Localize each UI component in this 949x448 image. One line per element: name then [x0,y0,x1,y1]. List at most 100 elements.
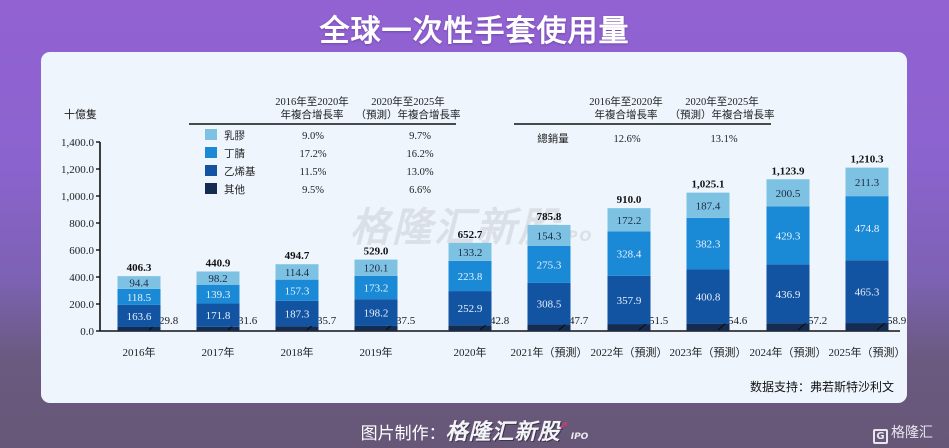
legend-rows: 乳膠 9.0% 9.7% 丁腈 17.2% 16.2% 乙烯基 11.5% 13.0% 其他 9.5… [205,129,434,196]
bar-group: 31.6 171.8 139.3 98.2 440.9 2017年 [196,257,258,359]
bar-segment-latex [354,259,398,276]
bar-value-label-vinyl: 187.3 [285,309,310,321]
bar-segment-vinyl [527,282,571,325]
legend-swatch-vinyl [205,165,217,176]
bar-segment-nitrile [845,196,889,261]
bar-value-label-vinyl: 171.8 [206,310,231,322]
bar-total-label: 652.7 [458,229,483,241]
footer-brand-suffix: IPO [570,432,589,442]
bar-segment-other [448,325,492,331]
footer-brand: 格隆汇新股 [445,420,561,445]
bar-segment-vinyl [275,300,319,327]
x-category-label: 2024年（預測） [750,345,827,359]
bar-value-label-vinyl: 357.9 [617,295,642,307]
legend-label: 乙烯基 [224,165,256,178]
bar-value-label-latex: 200.5 [776,188,801,200]
bar-value-label-latex: 114.4 [285,267,310,279]
bar-segment-latex [686,192,730,218]
bar-value-label-other: 51.5 [649,315,669,327]
legend-row: 乙烯基 11.5% 13.0% [205,165,434,178]
bar-segment-other [275,326,319,331]
total-row-cagr-2020-2025: 13.1% [710,134,737,145]
bar-total-label: 1,025.1 [692,179,725,191]
legend-cagr-2016-2020: 9.0% [302,131,324,142]
x-category-label: 2018年 [281,345,314,359]
bar-segment-vinyl [766,264,810,324]
bar-group: 42.8 252.9 223.8 133.2 652.7 2020年 [448,229,510,359]
legend-row: 其他 9.5% 6.6% [205,183,431,196]
y-tick-label: 400.0 [69,272,94,284]
bar-value-label-vinyl: 198.2 [364,308,389,320]
legend-row: 乳膠 9.0% 9.7% [205,129,431,142]
bar-segment-latex [196,271,240,285]
bar-value-label-nitrile: 157.3 [285,285,310,297]
bar-segment-nitrile [275,279,319,301]
legend-table: 2016年至2020年 年複合增長率 2020年至2025年 （預測）年複合增長… [189,95,461,196]
bar-value-label-nitrile: 474.8 [855,223,880,235]
bar-segment-vinyl [354,299,398,326]
legend-header-col2-line2: （預測）年複合增長率 [356,108,461,121]
legend-cagr-2020-2025: 13.0% [406,167,433,178]
legend-header-col1-line1: 2016年至2020年 [275,95,349,108]
legend-label: 乳膠 [224,129,245,142]
y-tick-label: 800.0 [69,218,94,230]
x-category-label: 2025年（預測） [829,345,906,359]
bar-segment-nitrile [527,245,571,283]
bar-segment-vinyl [117,304,161,327]
bar-value-label-vinyl: 436.9 [776,289,801,301]
bar-segment-nitrile [117,288,161,305]
total-header-col1-line2: 年複合增長率 [595,108,658,121]
bar-value-label-latex: 154.3 [537,230,562,242]
y-axis-unit-label: 十億隻 [64,107,97,121]
total-row-label: 總銷量 [537,132,569,145]
bar-group: 29.8 163.6 118.5 94.4 406.3 2016年 [117,262,179,359]
y-tick-label: 1,200.0 [61,164,95,176]
bar-value-label-nitrile: 382.3 [696,239,721,251]
bar-segment-nitrile [607,231,651,276]
x-category-label: 2016年 [123,345,156,359]
bar-total-label: 494.7 [285,250,310,262]
bar-segment-latex [117,276,161,289]
total-header-col2-line2: （預測）年複合增長率 [670,108,775,121]
bar-segment-other [607,324,651,331]
x-category-label: 2022年（預測） [591,345,668,359]
bar-value-label-vinyl: 400.8 [696,292,721,304]
bar-segment-latex [275,264,319,280]
y-tick-label: 1,000.0 [61,191,95,203]
bar-segment-other [766,323,810,331]
legend-cagr-2016-2020: 11.5% [300,167,327,178]
bar-segment-nitrile [354,275,398,300]
bar-value-label-vinyl: 308.5 [537,299,562,311]
x-category-label: 2021年（預測） [511,345,588,359]
bar-value-label-other: 47.7 [569,315,589,327]
total-row-cagr-2016-2020: 12.6% [613,134,640,145]
bar-value-label-vinyl: 465.3 [855,287,880,299]
bar-segment-latex [845,167,889,197]
bar-value-label-nitrile: 223.8 [458,271,483,283]
bar-total-label: 1,210.3 [851,154,885,166]
bar-total-label: 406.3 [127,262,152,274]
bar-segment-other [196,326,240,331]
bar-value-label-other: 58.9 [887,315,907,327]
legend-cagr-2020-2025: 6.6% [409,185,431,196]
footer-made-by-label: 图片制作： [360,424,446,444]
bar-segment-other [686,323,730,331]
bar-value-label-other: 35.7 [317,315,337,327]
bar-segment-vinyl [448,291,492,326]
bar-group: 57.2 436.9 429.3 200.5 1,123.9 2024年（預測） [750,165,828,359]
other-leader-line [876,321,887,331]
bar-value-label-latex: 172.2 [617,215,642,227]
bar-segment-latex [527,224,571,246]
bar-segment-nitrile [448,260,492,292]
bar-segment-latex [448,242,492,261]
bar-value-label-other: 37.5 [396,315,416,327]
bar-group: 35.7 187.3 157.3 114.4 494.7 2018年 [275,250,337,359]
bar-value-label-other: 42.8 [490,315,510,327]
bar-value-label-vinyl: 252.9 [458,303,483,315]
bar-value-label-latex: 98.2 [208,273,227,285]
bar-value-label-latex: 94.4 [129,278,149,290]
x-category-label: 2019年 [360,345,393,359]
bar-group: 47.7 308.5 275.3 154.3 785.8 2021年（預測） [511,211,589,359]
x-category-label: 2020年 [454,345,487,359]
